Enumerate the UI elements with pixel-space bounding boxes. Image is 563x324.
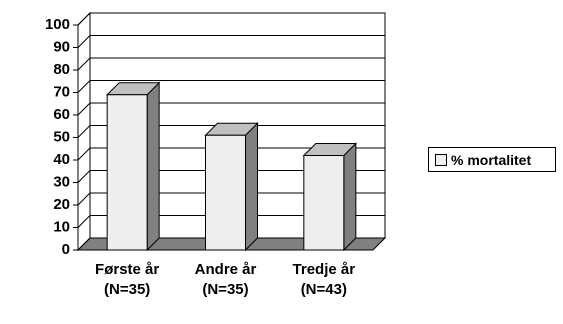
y-tick-label: 60 <box>53 106 70 123</box>
y-tick-label: 30 <box>53 173 70 190</box>
grid-line <box>77 57 385 71</box>
legend: % mortalitet <box>428 147 556 172</box>
grid-line <box>77 102 385 116</box>
y-tick-label: 50 <box>53 128 70 145</box>
y-tick-label: 90 <box>53 38 70 55</box>
y-tick-label: 100 <box>45 16 70 33</box>
grid-line <box>77 192 385 206</box>
y-tick-label: 40 <box>53 151 70 168</box>
y-tick-label: 70 <box>53 83 70 100</box>
grid-line <box>77 215 385 228</box>
x-tick-label: Første år (N=35) <box>95 261 160 298</box>
legend-swatch <box>435 153 447 166</box>
grid-line <box>77 237 385 251</box>
bar <box>302 142 358 252</box>
bar-side <box>343 142 357 252</box>
grid-line <box>77 125 385 138</box>
y-tick-label: 80 <box>53 61 70 78</box>
grid-line <box>77 170 385 183</box>
bar-side <box>146 81 160 252</box>
bar <box>105 81 161 252</box>
grid-line <box>77 12 385 26</box>
bar-side <box>245 122 258 252</box>
x-tick-label: Tredje år (N=43) <box>292 261 356 298</box>
y-tick-label: 10 <box>53 218 70 235</box>
bar-front <box>303 155 345 251</box>
grid-line <box>77 80 385 93</box>
legend-label: % mortalitet <box>451 151 532 168</box>
y-tick-label: 20 <box>53 196 70 213</box>
bar-front <box>205 134 246 251</box>
y-tick-label: 0 <box>62 241 70 258</box>
grid-line <box>77 35 385 48</box>
bar-front <box>106 94 148 251</box>
grid-line <box>77 147 385 161</box>
x-tick-label: Andre år (N=35) <box>194 261 257 298</box>
bar <box>204 122 259 252</box>
